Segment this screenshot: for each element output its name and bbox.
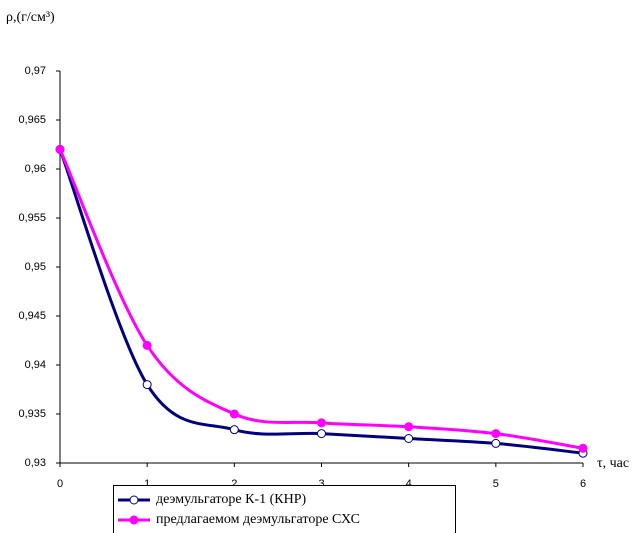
y-tick-label: 0,94 — [25, 359, 46, 371]
series-line — [58, 148, 584, 450]
series-line — [58, 148, 584, 455]
legend-label: предлагаемом деэмульгаторе СХС — [156, 512, 360, 527]
point — [142, 340, 152, 350]
y-tick-label: 0,935 — [18, 408, 46, 420]
point — [229, 425, 239, 435]
x-tick-label: 4 — [406, 478, 412, 490]
point — [317, 418, 326, 428]
x-tick-label: 2 — [231, 478, 237, 490]
legend-marker — [129, 515, 139, 525]
point — [317, 429, 326, 439]
x-tick-label: 5 — [493, 478, 499, 490]
legend-label: деэмульгаторе К-1 (КНР) — [156, 492, 306, 507]
point — [404, 434, 414, 443]
point — [404, 422, 414, 432]
point — [55, 144, 65, 154]
legend-marker — [129, 495, 139, 505]
point — [142, 380, 152, 390]
x-axis-label: τ, час — [597, 456, 629, 471]
point — [229, 409, 239, 419]
y-axis-label: ρ,(г/см³) — [6, 10, 55, 25]
x-tick-label: 1 — [144, 478, 150, 490]
y-tick-label: 0,955 — [18, 212, 46, 224]
y-tick-label: 0,97 — [25, 65, 46, 77]
legend-box — [113, 485, 456, 533]
y-tick-label: 0,95 — [25, 261, 46, 273]
x-tick-label: 3 — [318, 478, 324, 490]
y-tick-label: 0,965 — [18, 114, 46, 126]
y-tick-label: 0,945 — [18, 310, 46, 322]
point — [578, 443, 588, 453]
x-tick-label: 0 — [57, 478, 63, 490]
y-tick-label: 0,96 — [25, 163, 46, 175]
x-tick-label: 6 — [580, 478, 586, 490]
y-tick-label: 0,93 — [25, 457, 46, 469]
point — [491, 438, 501, 448]
point — [491, 429, 501, 439]
